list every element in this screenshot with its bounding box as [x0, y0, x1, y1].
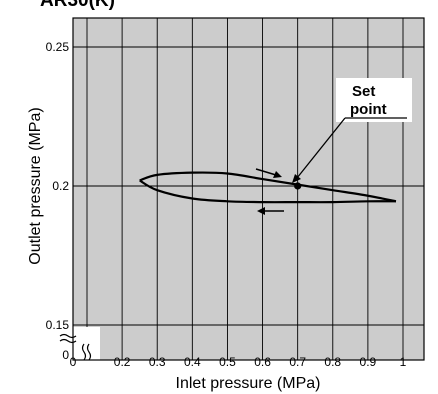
x-tick-label: 0.8 [324, 355, 341, 369]
x-tick-label: 0.2 [114, 355, 131, 369]
y-tick-labels: 0 0.15 0.2 0.25 [46, 40, 70, 362]
x-tick-label: 1 [400, 355, 407, 369]
axis-break-marks [59, 327, 100, 361]
y-tick-label: 0.25 [46, 40, 70, 54]
annotation-line2: point [350, 101, 387, 118]
x-tick-label: 0.3 [149, 355, 166, 369]
series-line-upper [139, 171, 397, 203]
grid [73, 18, 424, 360]
set-point-marker [294, 182, 302, 190]
x-tick-label: 0.4 [184, 355, 201, 369]
series-line-lower [139, 179, 396, 204]
y-tick-label: 0.2 [52, 179, 69, 193]
x-tick-label: 0.6 [254, 355, 271, 369]
x-tick-label: 0.9 [360, 355, 377, 369]
plot-area [73, 18, 424, 360]
x-tick-label: 0.5 [219, 355, 236, 369]
y-axis-label: Outlet pressure (MPa) [27, 107, 44, 264]
chart-title: AR30(K) [40, 0, 115, 11]
series-layer [139, 171, 397, 204]
x-axis-label: Inlet pressure (MPa) [176, 375, 321, 392]
x-tick-label: 0 [70, 355, 77, 369]
set-point-annotation: Set point [292, 78, 412, 183]
plot-frame [72, 17, 425, 361]
annotation-line1: Set [352, 83, 375, 100]
y-tick-label: 0.15 [46, 318, 70, 332]
y-tick-label: 0 [62, 348, 69, 362]
x-tick-label: 0.7 [289, 355, 306, 369]
direction-arrows [255, 168, 284, 215]
x-tick-labels: 0 0.2 0.3 0.4 0.5 0.6 0.7 0.8 0.9 1 [70, 355, 407, 369]
